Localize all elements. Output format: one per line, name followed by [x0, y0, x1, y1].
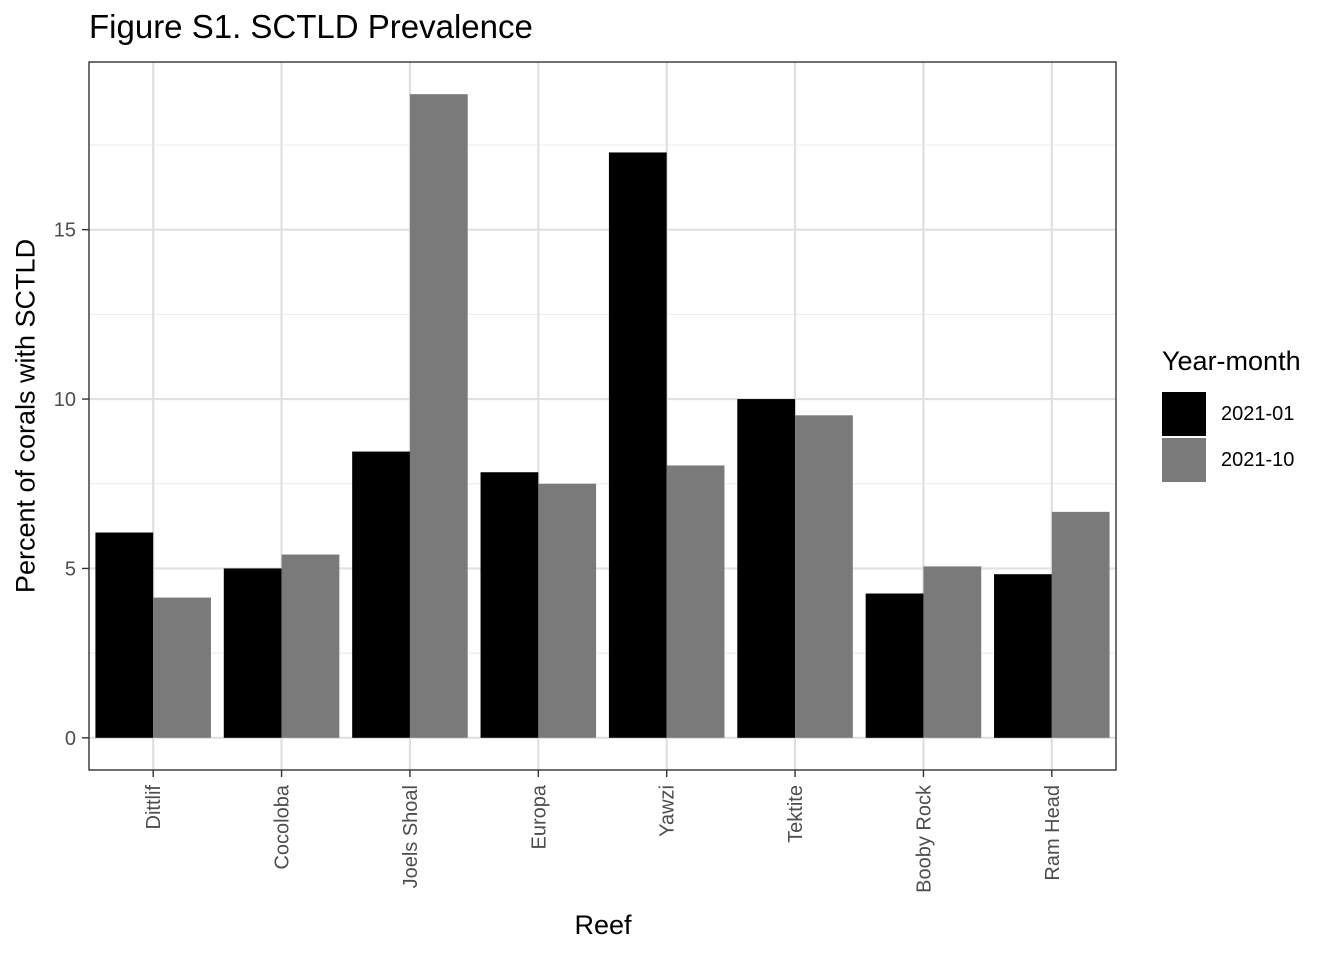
axes: 0 5 10 15 Dittlif Cocoloba Joels Shoal Europa Ya…	[54, 220, 1064, 893]
bar-2021-01-yawzi	[608, 152, 667, 738]
chart-title: Figure S1. SCTLD Prevalence	[89, 8, 533, 45]
bar-2021-01-joels-shoal	[352, 451, 410, 738]
x-tick-label: Tektite	[785, 785, 807, 843]
bar-2021-10-ram-head	[1051, 511, 1110, 738]
x-tick-label: Cocoloba	[272, 784, 294, 869]
legend-key-2021-10	[1162, 438, 1206, 482]
bar-2021-10-joels-shoal	[409, 94, 468, 738]
bar-2021-10-yawzi	[666, 465, 725, 738]
y-tick-label: 15	[54, 220, 76, 242]
y-tick-label: 0	[65, 728, 76, 750]
x-tick-label: Europa	[528, 784, 550, 849]
legend-title: Year-month	[1162, 346, 1301, 376]
bar-2021-10-tektite	[795, 415, 853, 738]
bar-2021-01-cocoloba	[223, 568, 282, 738]
bar-2021-10-europa	[538, 483, 597, 738]
panel-border	[88, 61, 1117, 771]
bar-2021-10-booby-rock	[923, 566, 982, 738]
legend-label-2021-01: 2021-01	[1221, 403, 1295, 425]
bar-2021-01-dittlif	[95, 532, 154, 738]
bar-2021-10-dittlif	[153, 597, 211, 738]
bars	[95, 94, 1110, 738]
x-tick-label: Yawzi	[657, 785, 679, 837]
x-tick-label: Joels Shoal	[400, 785, 422, 888]
bar-2021-01-europa	[480, 472, 539, 738]
bar-2021-01-booby-rock	[865, 593, 924, 738]
y-tick-label: 10	[54, 389, 76, 411]
x-tick-label: Booby Rock	[913, 784, 935, 893]
x-tick-label: Dittlif	[143, 785, 165, 830]
x-tick-label: Ram Head	[1042, 785, 1064, 881]
legend-key-2021-01	[1162, 392, 1206, 436]
bar-2021-01-ram-head	[994, 574, 1052, 738]
bar-2021-10-cocoloba	[281, 554, 340, 738]
legend-label-2021-10: 2021-10	[1221, 449, 1295, 471]
y-tick-label: 5	[65, 558, 76, 580]
x-axis-label: Reef	[574, 910, 632, 940]
bar-2021-01-tektite	[737, 399, 796, 738]
y-axis-label: Percent of corals with SCTLD	[10, 238, 41, 594]
